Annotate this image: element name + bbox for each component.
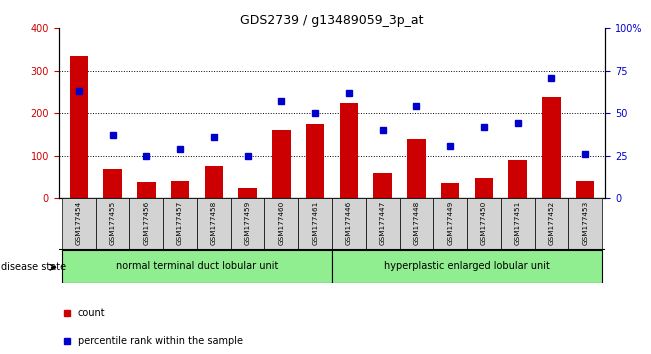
Bar — [298, 198, 332, 250]
Text: count: count — [77, 308, 105, 318]
Bar — [366, 198, 400, 250]
Bar — [104, 169, 122, 198]
Bar — [467, 198, 501, 250]
Bar — [542, 97, 561, 198]
Bar — [230, 198, 264, 250]
Bar — [434, 198, 467, 250]
Bar — [163, 198, 197, 250]
Bar — [62, 198, 96, 250]
Bar — [62, 250, 332, 283]
Text: GSM177448: GSM177448 — [413, 201, 419, 245]
Bar — [568, 198, 602, 250]
Text: GSM177456: GSM177456 — [143, 201, 149, 245]
Bar — [576, 181, 594, 198]
Text: GSM177451: GSM177451 — [515, 201, 521, 245]
Text: GSM177446: GSM177446 — [346, 201, 352, 245]
Text: GSM177454: GSM177454 — [76, 201, 82, 245]
Bar — [137, 182, 156, 198]
Text: GSM177458: GSM177458 — [211, 201, 217, 245]
Bar — [332, 250, 602, 283]
Text: GSM177455: GSM177455 — [109, 201, 116, 245]
Text: GSM177450: GSM177450 — [481, 201, 487, 245]
Bar — [508, 160, 527, 198]
Bar — [197, 198, 230, 250]
Bar — [70, 56, 88, 198]
Text: GSM177460: GSM177460 — [279, 201, 284, 245]
Text: GSM177453: GSM177453 — [582, 201, 588, 245]
Title: GDS2739 / g13489059_3p_at: GDS2739 / g13489059_3p_at — [240, 14, 424, 27]
Bar — [340, 103, 358, 198]
Text: GSM177447: GSM177447 — [380, 201, 385, 245]
Bar — [501, 198, 534, 250]
Bar — [130, 198, 163, 250]
Text: GSM177457: GSM177457 — [177, 201, 183, 245]
Bar — [96, 198, 130, 250]
Bar — [400, 198, 434, 250]
Bar — [272, 130, 290, 198]
Text: hyperplastic enlarged lobular unit: hyperplastic enlarged lobular unit — [384, 261, 550, 272]
Bar — [374, 173, 392, 198]
Bar — [407, 139, 426, 198]
Bar — [264, 198, 298, 250]
Text: GSM177459: GSM177459 — [245, 201, 251, 245]
Text: percentile rank within the sample: percentile rank within the sample — [77, 336, 243, 346]
Bar — [475, 178, 493, 198]
Text: normal terminal duct lobular unit: normal terminal duct lobular unit — [116, 261, 278, 272]
Bar — [306, 124, 324, 198]
Bar — [332, 198, 366, 250]
Bar — [441, 183, 460, 198]
Text: GSM177461: GSM177461 — [312, 201, 318, 245]
Bar — [204, 166, 223, 198]
Bar — [534, 198, 568, 250]
Bar — [171, 181, 189, 198]
Text: disease state: disease state — [1, 262, 66, 272]
Text: GSM177449: GSM177449 — [447, 201, 453, 245]
Bar — [238, 188, 257, 198]
Text: GSM177452: GSM177452 — [548, 201, 555, 245]
